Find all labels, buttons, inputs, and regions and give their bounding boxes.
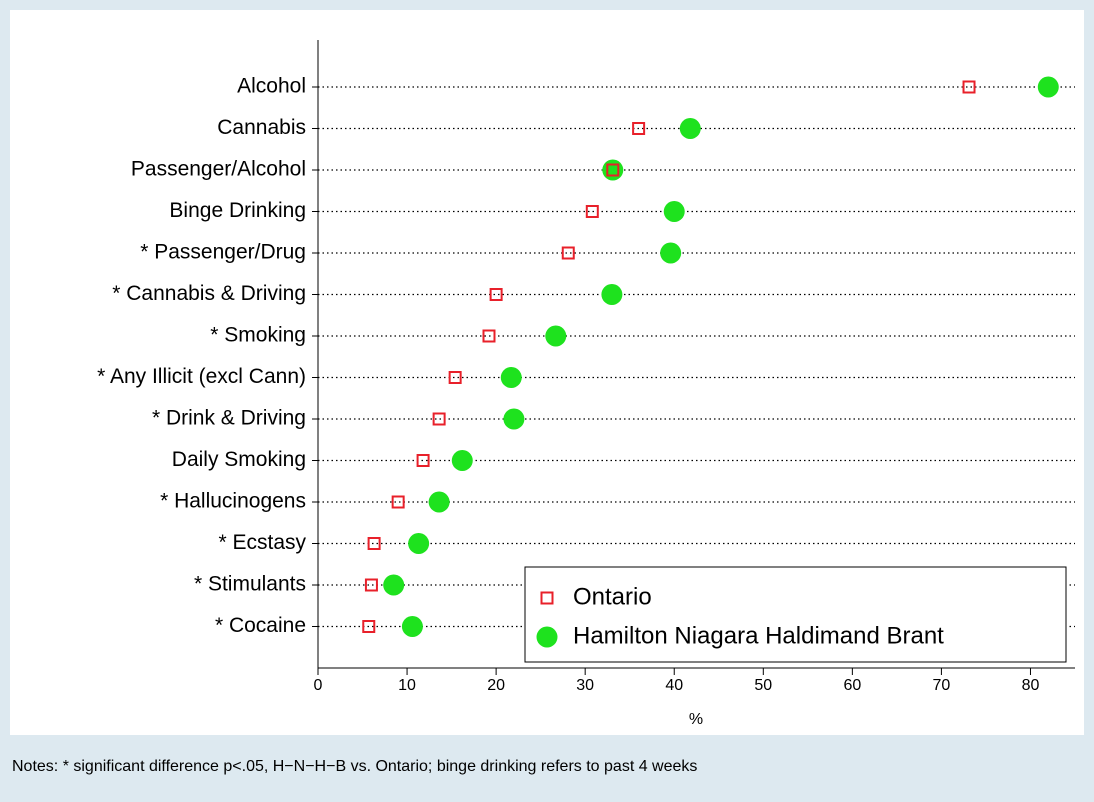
dot xyxy=(561,246,575,260)
note: Notes: * significant difference p<.05, H… xyxy=(12,758,697,775)
dot xyxy=(428,491,450,513)
category-label: * Cannabis & Driving xyxy=(112,282,306,305)
x-axis-label: % xyxy=(689,711,703,728)
category-label: Passenger/Alcohol xyxy=(131,158,306,181)
category-label: Cannabis xyxy=(217,116,306,139)
dot xyxy=(391,495,405,509)
category-label: * Smoking xyxy=(210,324,306,347)
legend-box xyxy=(524,566,1067,663)
dot xyxy=(432,412,446,426)
dot xyxy=(632,122,646,135)
category-label: * Passenger/Drug xyxy=(140,241,306,264)
legend-marker xyxy=(540,591,554,605)
dot xyxy=(660,242,682,264)
dot xyxy=(401,616,423,637)
dot xyxy=(448,371,462,384)
x-tick-label: 70 xyxy=(933,677,951,694)
dot xyxy=(606,163,620,177)
dot xyxy=(367,537,381,550)
legend-label: Ontario xyxy=(573,583,652,610)
x-tick-label: 20 xyxy=(487,677,505,694)
x-tick-label: 0 xyxy=(314,677,323,694)
dot xyxy=(503,408,525,430)
dot xyxy=(416,454,430,467)
x-tick-label: 50 xyxy=(754,677,772,694)
dot xyxy=(602,159,624,181)
dot xyxy=(663,201,685,222)
dot xyxy=(679,118,701,139)
dot xyxy=(1037,76,1059,98)
x-tick-label: 10 xyxy=(398,677,416,694)
legend-label: Hamilton Niagara Haldimand Brant xyxy=(573,622,944,649)
category-label: Daily Smoking xyxy=(172,448,306,471)
category-label: * Stimulants xyxy=(194,573,306,596)
category-label: * Drink & Driving xyxy=(152,407,306,430)
x-tick-label: 60 xyxy=(843,677,861,694)
x-tick-label: 80 xyxy=(1022,677,1040,694)
dot xyxy=(500,367,522,388)
legend-marker xyxy=(536,626,558,648)
dot xyxy=(451,450,473,471)
dot xyxy=(383,574,405,596)
dot xyxy=(364,578,378,592)
category-label: * Hallucinogens xyxy=(160,490,306,513)
category-label: * Ecstasy xyxy=(218,531,306,554)
dot xyxy=(545,325,567,347)
category-label: * Cocaine xyxy=(215,614,306,637)
category-label: * Any Illicit (excl Cann) xyxy=(97,365,306,388)
dot xyxy=(601,284,623,305)
dot xyxy=(362,620,376,633)
dot xyxy=(482,329,496,343)
category-label: Binge Drinking xyxy=(169,199,306,222)
dot xyxy=(962,80,976,94)
dot xyxy=(489,288,503,301)
dot xyxy=(585,205,599,218)
x-tick-label: 30 xyxy=(576,677,594,694)
dot xyxy=(408,533,430,554)
category-label: Alcohol xyxy=(237,75,306,98)
x-tick-label: 40 xyxy=(665,677,683,694)
